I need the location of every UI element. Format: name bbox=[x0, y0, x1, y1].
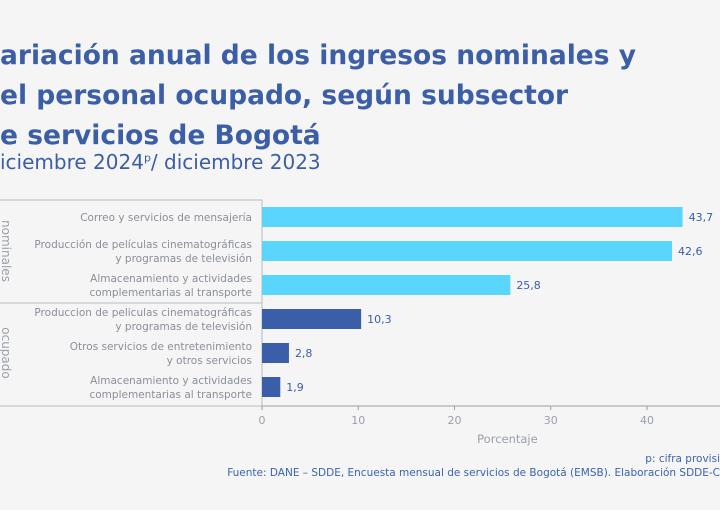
bar-nominales-1 bbox=[262, 241, 673, 261]
data-label-nominales-2: 25,8 bbox=[516, 279, 541, 292]
x-axis-title: Porcentaje bbox=[477, 432, 538, 446]
data-label-nominales-1: 42,6 bbox=[678, 245, 703, 258]
data-label-ocupado-0: 10,3 bbox=[367, 313, 392, 326]
subtitle-sup: p bbox=[143, 151, 151, 165]
title-line-2: el personal ocupado, según subsector bbox=[0, 80, 569, 111]
x-tick-label-0: 0 bbox=[259, 414, 266, 427]
category-label-ocupado-1: Otros servicios de entretenimiento y otro… bbox=[70, 341, 252, 367]
data-label-nominales-0: 43,7 bbox=[689, 211, 714, 224]
bar-nominales-0 bbox=[262, 207, 683, 227]
x-tick-label-20: 20 bbox=[448, 414, 462, 427]
category-label-ocupado-2: Almacenamiento y actividades complementar… bbox=[89, 375, 252, 401]
bar-nominales-2 bbox=[262, 275, 511, 295]
footnote-source: Fuente: DANE – SDDE, Encuesta mensual de… bbox=[227, 467, 720, 479]
data-label-ocupado-1: 2,8 bbox=[295, 347, 313, 360]
data-label-ocupado-2: 1,9 bbox=[286, 381, 304, 394]
title-line-3: e servicios de Bogotá bbox=[0, 120, 321, 151]
subtitle-main: iciembre 2024 bbox=[0, 150, 144, 174]
bar-ocupado-1 bbox=[262, 343, 289, 363]
title-line-1: ariación anual de los ingresos nominales… bbox=[0, 40, 637, 71]
bar-ocupado-2 bbox=[262, 377, 281, 397]
category-label-nominales-1: Producción de películas cinematográficas… bbox=[34, 239, 252, 265]
category-label-nominales-0: Correo y servicios de mensajería bbox=[80, 212, 252, 224]
chart-subtitle: iciembre 2024p/ diciembre 2023 bbox=[0, 150, 321, 174]
chart-title: ariación anual de los ingresos nominales… bbox=[0, 36, 636, 156]
footnote-provisional: p: cifra provisi bbox=[645, 453, 720, 465]
x-tick-label-10: 10 bbox=[351, 414, 365, 427]
group-label-nominales: nominales bbox=[0, 220, 13, 282]
category-label-nominales-2: Almacenamiento y actividades complementar… bbox=[89, 273, 252, 299]
category-label-ocupado-0: Produccion de peliculas cinematográficas… bbox=[34, 307, 252, 333]
subtitle-rest: / diciembre 2023 bbox=[150, 150, 321, 174]
x-tick-label-30: 30 bbox=[544, 414, 558, 427]
x-tick-label-40: 40 bbox=[640, 414, 654, 427]
bar-ocupado-0 bbox=[262, 309, 362, 329]
group-label-ocupado: ocupado bbox=[0, 327, 13, 378]
